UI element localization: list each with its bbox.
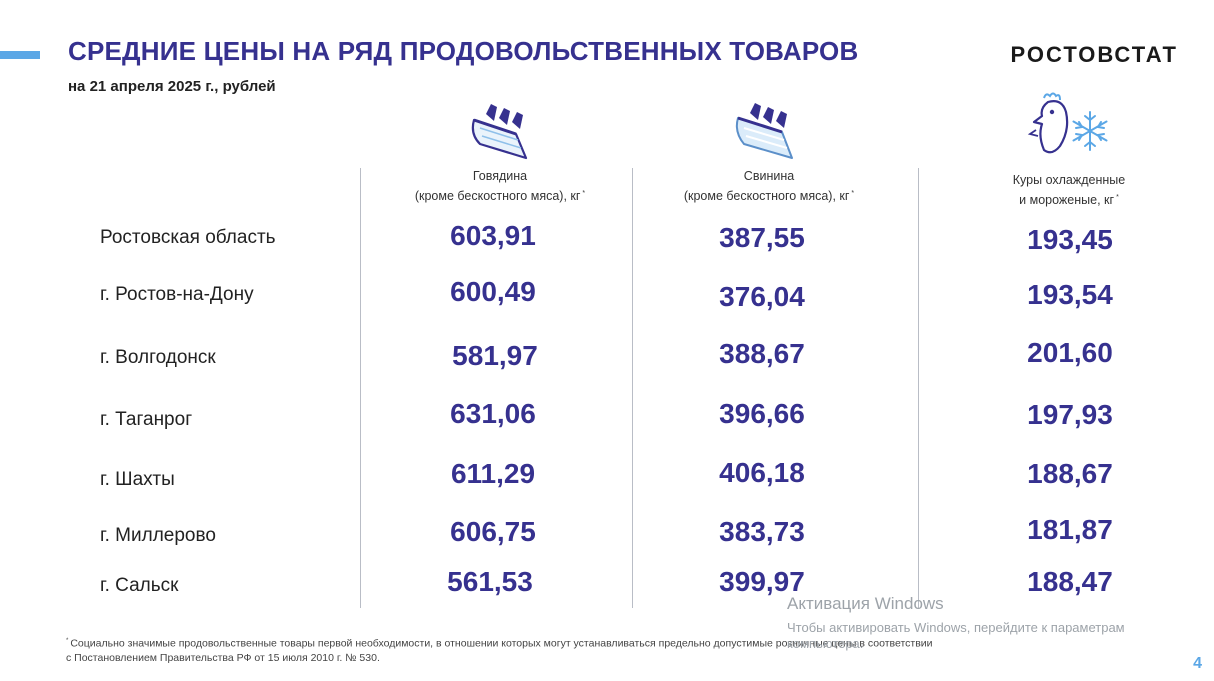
value-beef: 600,49 [450, 276, 536, 307]
value-chicken: 193,45 [1027, 224, 1113, 255]
footnote: * Социально значимые продовольственные то… [66, 637, 933, 664]
row-label-rostov-on-don: г. Ростов-на-Дону [100, 284, 254, 305]
value-pork: 388,67 [719, 338, 805, 369]
value-beef: 606,75 [450, 516, 536, 547]
column-divider [360, 168, 361, 608]
value-pork: 387,55 [719, 222, 805, 253]
value-chicken: 201,60 [1027, 337, 1113, 368]
value-pork: 406,18 [719, 457, 805, 488]
value-beef: 631,06 [450, 398, 536, 429]
row-label-millerovo: г. Миллерово [100, 525, 216, 546]
column-header-beef: Говядина (кроме бескостного мяса), кг * [414, 169, 586, 204]
value-pork: 396,66 [719, 398, 805, 429]
value-beef: 611,29 [450, 458, 536, 489]
accent-bar [0, 51, 40, 59]
value-beef: 603,91 [450, 220, 536, 251]
column-divider [918, 168, 919, 608]
row-label-volgodonsk: г. Волгодонск [100, 347, 216, 368]
brand-logo: РОСТОВСТАТ [1010, 42, 1178, 67]
value-chicken: 181,87 [1027, 514, 1113, 545]
value-pork: 383,73 [719, 516, 805, 547]
value-chicken: 188,67 [1027, 458, 1113, 489]
column-divider [632, 168, 633, 608]
windows-activation-title: Активация Windows [787, 594, 944, 613]
value-chicken: 188,47 [1027, 566, 1113, 597]
page-title: СРЕДНИЕ ЦЕНЫ НА РЯД ПРОДОВОЛЬСТВЕННЫХ ТО… [68, 36, 859, 66]
row-label-shakhty: г. Шахты [100, 469, 175, 490]
pork-meat-icon [735, 103, 793, 159]
page-number: 4 [1193, 655, 1202, 672]
value-chicken: 193,54 [1027, 279, 1113, 310]
page-subtitle: на 21 апреля 2025 г., рублей [68, 78, 276, 95]
value-chicken: 197,93 [1027, 399, 1113, 430]
row-label-salsk: г. Сальск [100, 575, 179, 596]
beef-meat-icon [471, 104, 528, 160]
value-pork: 376,04 [719, 281, 805, 312]
value-beef: 561,53 [447, 566, 533, 597]
column-header-pork: Свинина (кроме бескостного мяса), кг * [683, 169, 855, 204]
value-pork: 399,97 [719, 566, 805, 597]
chicken-frozen-icon [1027, 92, 1108, 154]
windows-activation-text: Чтобы активировать Windows, перейдите к … [787, 620, 1125, 651]
column-header-chicken: Куры охлажденные и мороженые, кг * [1012, 173, 1126, 208]
row-label-taganrog: г. Таганрог [100, 409, 193, 430]
row-label-rostov-oblast: Ростовская область [100, 227, 276, 248]
value-beef: 581,97 [452, 340, 538, 371]
